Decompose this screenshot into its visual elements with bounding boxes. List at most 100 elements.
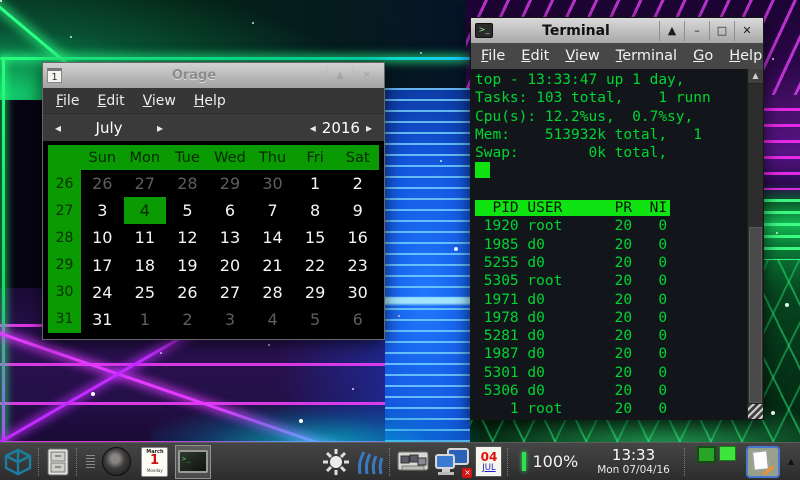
orage-titlebar[interactable]: 1 Orage ▲ ✕ <box>43 63 384 88</box>
scrollbar[interactable]: ▲ <box>747 69 763 419</box>
menu-item-view[interactable]: View <box>142 92 176 109</box>
prev-year-button[interactable]: ◂ <box>309 120 316 135</box>
week-number: 29 <box>48 251 81 279</box>
separator <box>38 447 40 476</box>
clock[interactable]: 13:33 Mon 07/04/16 <box>597 447 670 476</box>
terminal-output: top - 13:33:47 up 1 day, Tasks: 103 total… <box>471 69 748 419</box>
day-cell[interactable]: 3 <box>224 309 236 329</box>
day-cell[interactable]: 31 <box>92 309 113 329</box>
day-cell[interactable]: 22 <box>304 255 326 275</box>
day-cell[interactable]: 26 <box>92 174 113 194</box>
day-cell[interactable]: 11 <box>134 228 156 248</box>
day-cell[interactable]: 23 <box>347 255 368 275</box>
prev-month-button[interactable]: ◂ <box>55 120 62 135</box>
day-cell[interactable]: 5 <box>182 201 193 221</box>
file-cabinet-icon[interactable] <box>45 446 71 478</box>
maximize-button[interactable]: □ <box>709 20 734 41</box>
day-cell[interactable]: 16 <box>347 228 368 248</box>
menu-item-help[interactable]: Help <box>729 48 763 64</box>
terminal-process-row: 5255 d0 20 0 <box>475 254 668 271</box>
panel-collapse-arrow[interactable]: ▲ <box>787 457 794 466</box>
scrollbar-thumb[interactable] <box>749 226 762 403</box>
separator <box>507 447 509 476</box>
day-cell[interactable]: 10 <box>92 228 113 248</box>
day-cell[interactable]: 14 <box>262 228 283 248</box>
terminal-titlebar[interactable]: >_ Terminal ▲ – □ ✕ <box>471 18 763 43</box>
menu-item-terminal[interactable]: Terminal <box>615 48 678 64</box>
day-cell[interactable]: 21 <box>262 255 283 275</box>
day-cell[interactable]: 1 <box>139 309 150 329</box>
day-cell[interactable]: 13 <box>219 228 241 248</box>
cube-icon[interactable] <box>3 446 33 478</box>
selected-day-cell[interactable]: 4 <box>123 197 167 225</box>
day-cell[interactable]: 9 <box>352 201 363 221</box>
scroll-up-icon[interactable]: ▲ <box>748 69 763 84</box>
menu-item-help[interactable]: Help <box>193 92 226 109</box>
terminal-viewport[interactable]: top - 13:33:47 up 1 day, Tasks: 103 total… <box>471 69 763 419</box>
menu-item-file[interactable]: File <box>56 92 80 109</box>
day-cell[interactable]: 3 <box>97 201 108 221</box>
launcher-weekday: Monday <box>146 468 163 473</box>
workgroup-icon[interactable] <box>396 446 430 478</box>
day-cell[interactable]: 29 <box>304 282 326 302</box>
day-cell[interactable]: 30 <box>347 282 368 302</box>
day-cell[interactable]: 6 <box>224 201 236 221</box>
day-cell[interactable]: 1 <box>310 174 321 194</box>
monitors-offline-icon[interactable]: × <box>434 446 473 478</box>
day-cell[interactable]: 2 <box>352 174 363 194</box>
workspace-2[interactable] <box>718 446 736 461</box>
day-cell[interactable]: 2 <box>182 309 193 329</box>
day-cell[interactable]: 15 <box>304 228 326 248</box>
menu-item-edit[interactable]: Edit <box>521 48 550 64</box>
shade-button[interactable]: ▲ <box>326 66 353 85</box>
terminal-cursor <box>475 162 490 179</box>
day-cell[interactable]: 29 <box>219 174 241 194</box>
year-label: 2016 <box>321 118 360 137</box>
day-cell[interactable]: 4 <box>267 309 278 329</box>
day-cell[interactable]: 24 <box>92 282 113 302</box>
day-cell[interactable]: 17 <box>92 255 113 275</box>
day-cell[interactable]: 28 <box>177 174 198 194</box>
day-cell[interactable]: 25 <box>134 282 156 302</box>
menu-item-file[interactable]: File <box>481 48 506 64</box>
day-cell[interactable]: 7 <box>267 201 278 221</box>
weekday-header: Fri <box>293 145 337 170</box>
day-cell[interactable]: 6 <box>352 309 363 329</box>
sun-icon[interactable] <box>322 446 350 478</box>
menu-item-view[interactable]: View <box>565 48 600 64</box>
resize-grip[interactable] <box>747 403 763 419</box>
week-number: 26 <box>48 170 81 198</box>
workspace-pager[interactable] <box>696 446 736 463</box>
menu-item-edit[interactable]: Edit <box>97 92 125 109</box>
next-year-button[interactable]: ▸ <box>365 120 372 135</box>
day-cell[interactable]: 18 <box>134 255 156 275</box>
close-button[interactable]: ✕ <box>353 66 380 85</box>
volume-bar-icon[interactable] <box>522 452 527 471</box>
calendar-launcher-icon[interactable]: March 1 Monday <box>141 446 168 477</box>
day-cell[interactable]: 8 <box>310 201 321 221</box>
shade-button[interactable]: ▲ <box>659 20 684 41</box>
day-cell[interactable]: 27 <box>134 174 156 194</box>
notes-icon[interactable] <box>745 445 780 478</box>
menu-item-go[interactable]: Go <box>693 48 714 64</box>
close-button[interactable]: ✕ <box>734 20 759 41</box>
terminal-process-row: 1985 d0 20 0 <box>475 236 668 253</box>
drag-handle-icon[interactable] <box>86 455 95 468</box>
day-cell[interactable]: 5 <box>310 309 321 329</box>
next-month-button[interactable]: ▸ <box>157 120 164 135</box>
day-cell[interactable]: 28 <box>262 282 283 302</box>
terminal-launcher-icon[interactable]: >_ <box>175 444 211 479</box>
wireless-icon[interactable] <box>354 446 384 478</box>
day-cell[interactable]: 19 <box>177 255 198 275</box>
minimize-button[interactable]: – <box>684 20 709 41</box>
date-icon[interactable]: 04 JUL <box>475 446 503 477</box>
day-cell[interactable]: 26 <box>177 282 198 302</box>
day-cell[interactable]: 30 <box>262 174 283 194</box>
weekday-header: Wed <box>208 145 252 170</box>
day-cell[interactable]: 27 <box>219 282 241 302</box>
workspace-1[interactable] <box>696 446 716 463</box>
day-cell[interactable]: 12 <box>177 228 198 248</box>
volume-level: 100% <box>532 452 579 471</box>
lens-icon[interactable] <box>102 447 131 476</box>
day-cell[interactable]: 20 <box>219 255 241 275</box>
